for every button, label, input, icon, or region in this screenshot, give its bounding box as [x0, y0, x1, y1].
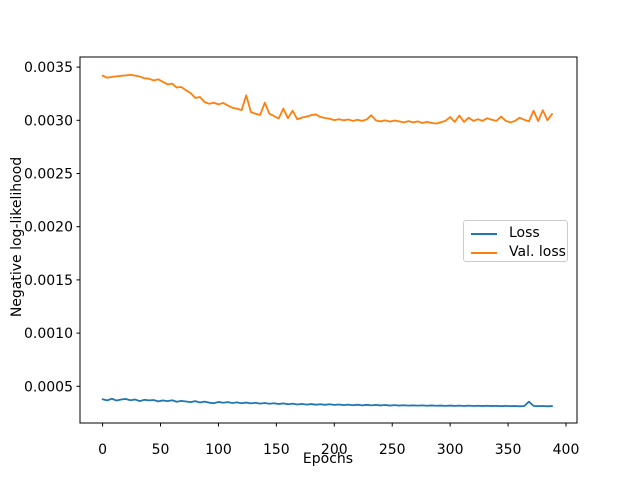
legend-label-val-loss: Val. loss	[509, 244, 566, 260]
y-tick-label: 0.0030	[24, 113, 73, 129]
x-tick-label: 200	[321, 442, 348, 458]
y-tick-label: 0.0015	[24, 273, 73, 289]
x-tick-label: 0	[98, 442, 107, 458]
x-tick-label: 150	[263, 442, 290, 458]
val-loss-series-line	[101, 73, 553, 125]
x-tick-label: 50	[152, 442, 170, 458]
y-tick-label: 0.0005	[24, 379, 73, 395]
loss-series-line	[101, 397, 553, 408]
loss-line-swatch	[471, 232, 497, 235]
legend-item-loss: Loss	[471, 224, 567, 243]
y-tick-label: 0.0025	[24, 167, 73, 183]
legend: Loss Val. loss	[463, 220, 568, 262]
legend-item-val-loss: Val. loss	[471, 243, 567, 262]
val-loss-line-swatch	[471, 251, 497, 254]
x-tick-label: 400	[553, 442, 580, 458]
y-tick-label: 0.0020	[24, 220, 73, 236]
x-tick-label: 100	[205, 442, 232, 458]
x-tick-label: 350	[495, 442, 522, 458]
y-tick-label: 0.0035	[24, 60, 73, 76]
x-tick-label: 250	[379, 442, 406, 458]
y-axis-label: Negative log-likelihood	[9, 156, 25, 318]
x-tick-label: 300	[437, 442, 464, 458]
y-tick-label: 0.0010	[24, 326, 73, 342]
plot-frame	[79, 56, 578, 424]
legend-label-loss: Loss	[509, 225, 540, 241]
x-axis-label: Epochs	[302, 451, 354, 467]
